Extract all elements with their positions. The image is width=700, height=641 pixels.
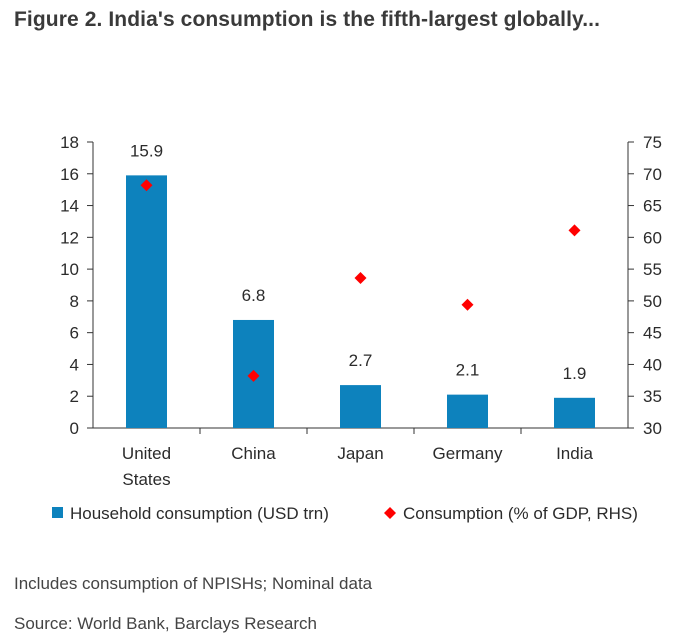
bar xyxy=(126,175,167,428)
y-tick-label: 2 xyxy=(70,387,79,406)
chart-title: Figure 2. India's consumption is the fif… xyxy=(14,8,601,31)
footnote: Includes consumption of NPISHs; Nominal … xyxy=(14,574,373,593)
x-tick-label: India xyxy=(556,444,593,463)
x-tick-label: States xyxy=(122,470,170,489)
chart: 0 2 4 6 8 10 12 14 16 18 30 35 40 45 50 55 60 65 70 75 15.9 U… xyxy=(52,133,662,523)
legend-swatch-marker xyxy=(384,507,396,519)
y2-tick-label: 65 xyxy=(643,197,662,216)
y2-tick-label: 30 xyxy=(643,419,662,438)
y2-tick-label: 60 xyxy=(643,228,662,247)
bar-data-label: 2.1 xyxy=(456,361,480,380)
scatter-point xyxy=(247,369,260,382)
x-tick-label: United xyxy=(122,444,171,463)
scatter-point xyxy=(568,224,581,237)
y2-tick-label: 35 xyxy=(643,387,662,406)
x-tick-label: Germany xyxy=(433,444,503,463)
scatter-point xyxy=(354,272,367,285)
x-tick-label: China xyxy=(231,444,276,463)
bar-data-label: 15.9 xyxy=(130,141,163,160)
y-tick-label: 16 xyxy=(60,165,79,184)
y-tick-label: 10 xyxy=(60,260,79,279)
y-tick-label: 6 xyxy=(70,324,79,343)
y-tick-label: 18 xyxy=(60,133,79,152)
x-tick-label: Japan xyxy=(337,444,383,463)
y-tick-label: 4 xyxy=(70,355,79,374)
y2-tick-label: 50 xyxy=(643,292,662,311)
y-tick-label: 12 xyxy=(60,228,79,247)
scatter-point xyxy=(461,298,474,311)
bar xyxy=(447,394,488,428)
y-tick-label: 0 xyxy=(70,419,79,438)
source-note: Source: World Bank, Barclays Research xyxy=(14,614,317,633)
bar xyxy=(554,397,595,428)
legend-swatch-bar xyxy=(52,507,63,518)
y2-tick-label: 55 xyxy=(643,260,662,279)
y2-tick-label: 40 xyxy=(643,355,662,374)
legend-label-bar: Household consumption (USD trn) xyxy=(70,504,329,523)
y-tick-label: 14 xyxy=(60,197,79,216)
y2-tick-label: 75 xyxy=(643,133,662,152)
y2-tick-label: 70 xyxy=(643,165,662,184)
legend-label-marker: Consumption (% of GDP, RHS) xyxy=(403,504,638,523)
bar-data-label: 6.8 xyxy=(242,286,266,305)
bar xyxy=(340,385,381,428)
bar-data-label: 2.7 xyxy=(349,351,373,370)
bar-data-label: 1.9 xyxy=(563,364,587,383)
y-tick-label: 8 xyxy=(70,292,79,311)
scatter-point xyxy=(140,179,153,192)
y2-tick-label: 45 xyxy=(643,324,662,343)
